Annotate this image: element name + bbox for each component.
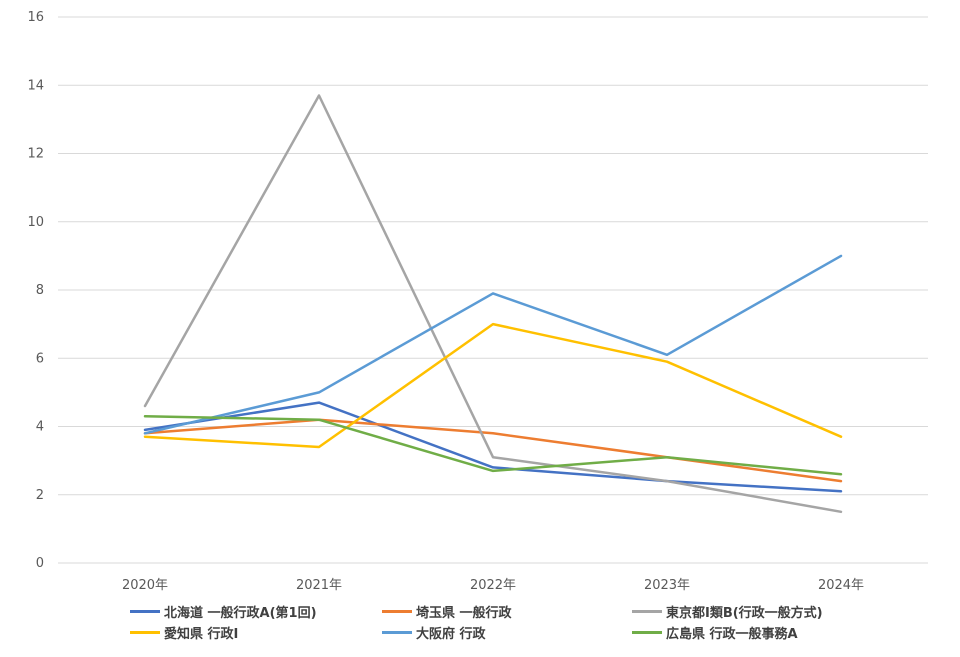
x-tick-label: 2022年	[470, 578, 516, 593]
series-line-6	[143, 415, 843, 476]
legend-item: 東京都Ⅰ類B(行政一般方式)	[632, 602, 823, 621]
series-line-2	[143, 418, 843, 483]
legend-label: 大阪府 行政	[416, 627, 486, 642]
legend-item: 広島県 行政一般事務A	[632, 623, 798, 642]
y-tick-label: 0	[36, 556, 44, 571]
legend-swatch	[632, 610, 662, 613]
legend-label: 広島県 行政一般事務A	[666, 627, 798, 642]
legend-item: 北海道 一般行政A(第1回)	[130, 602, 317, 621]
y-tick-label: 8	[36, 283, 44, 298]
series-line-5	[143, 254, 843, 435]
x-tick-label: 2020年	[122, 578, 168, 593]
y-tick-label: 4	[36, 420, 44, 435]
series-line-3	[143, 94, 843, 514]
legend-label: 埼玉県 一般行政	[416, 606, 512, 621]
x-tick-label: 2024年	[818, 578, 864, 593]
legend-item: 埼玉県 一般行政	[382, 602, 512, 621]
legend-swatch	[130, 610, 160, 613]
x-tick-label: 2023年	[644, 578, 690, 593]
y-tick-label: 12	[27, 147, 44, 162]
legend-swatch	[382, 631, 412, 634]
x-tick-label: 2021年	[296, 578, 342, 593]
y-tick-label: 2	[36, 488, 44, 503]
series-line-4	[143, 322, 843, 449]
legend-label: 東京都Ⅰ類B(行政一般方式)	[666, 606, 823, 621]
y-tick-label: 14	[27, 78, 44, 93]
legend-swatch	[130, 631, 160, 634]
legend-label: 愛知県 行政Ⅰ	[164, 627, 239, 642]
legend-swatch	[382, 610, 412, 613]
chart-plot-area: 0 2 4 6 8 10 12 14 16 2020年 2021年 2022年 2023年 2024年	[27, 10, 928, 593]
y-tick-label: 10	[27, 215, 44, 230]
series-line-1	[143, 401, 843, 493]
legend-label: 北海道 一般行政A(第1回)	[164, 606, 317, 621]
y-tick-label: 6	[36, 351, 44, 366]
legend-swatch	[632, 631, 662, 634]
legend-item: 大阪府 行政	[382, 623, 486, 642]
y-tick-label: 16	[27, 10, 44, 25]
legend-item: 愛知県 行政Ⅰ	[130, 623, 238, 642]
